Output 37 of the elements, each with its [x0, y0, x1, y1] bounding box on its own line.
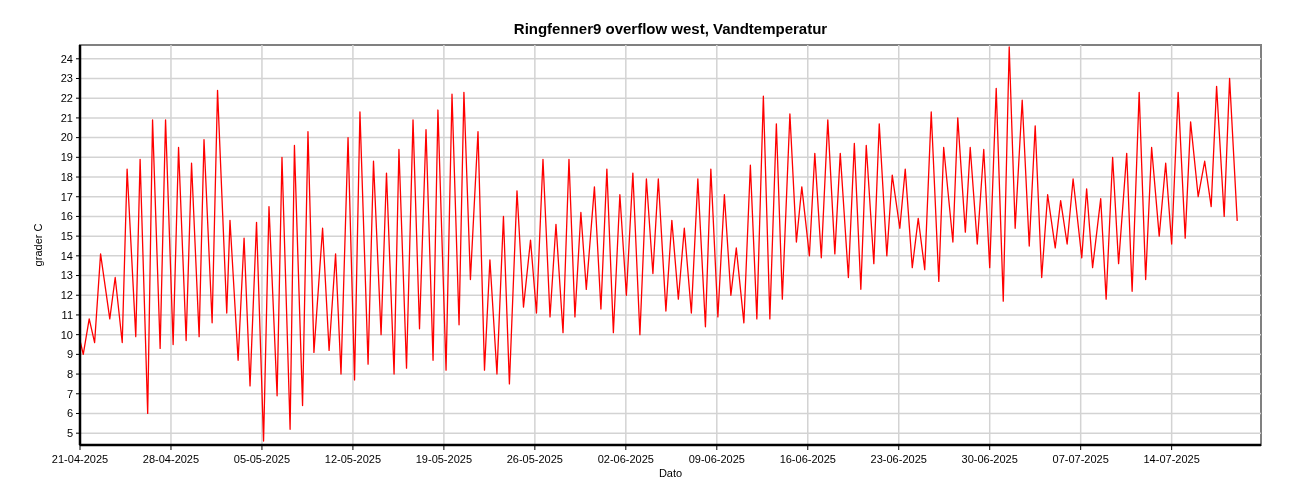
x-tick-label: 05-05-2025	[233, 453, 291, 465]
x-tick-label: 07-07-2025	[1052, 453, 1109, 465]
y-tick-label: 20	[60, 131, 73, 144]
x-tick-label: 30-06-2025	[961, 453, 1018, 465]
y-tick-label: 24	[60, 52, 73, 65]
x-tick-label: 09-06-2025	[688, 453, 745, 465]
y-tick-label: 6	[66, 407, 73, 420]
y-tick-label: 9	[66, 348, 73, 361]
y-tick-label: 22	[60, 92, 73, 105]
y-tick-label: 21	[60, 111, 73, 124]
y-tick-label: 5	[66, 427, 73, 440]
y-tick-label: 15	[60, 229, 73, 242]
x-tick-label: 19-05-2025	[415, 453, 473, 465]
x-tick-label: 02-06-2025	[597, 453, 654, 465]
x-axis-title: Dato	[658, 467, 683, 479]
x-tick-label: 14-07-2025	[1143, 453, 1200, 465]
y-tick-label: 16	[60, 210, 73, 223]
x-tick-label: 21-04-2025	[51, 453, 109, 465]
y-tick-label: 19	[60, 151, 73, 164]
x-tick-label: 26-05-2025	[506, 453, 563, 465]
chart-title: Ringfenner9 overflow west, Vandtemperatur	[513, 20, 828, 37]
y-tick-label: 18	[60, 170, 73, 183]
y-tick-label: 23	[60, 72, 73, 85]
y-tick-label: 10	[60, 328, 73, 341]
y-tick-label: 8	[66, 367, 73, 380]
x-tick-label: 23-06-2025	[870, 453, 927, 465]
x-tick-label: 12-05-2025	[324, 453, 382, 465]
y-tick-label: 14	[60, 249, 73, 262]
line-series	[79, 46, 1238, 442]
x-tick-label: 16-06-2025	[779, 453, 836, 465]
y-tick-label: 13	[60, 269, 73, 282]
y-tick-label: 17	[60, 190, 73, 203]
y-tick-label: 7	[66, 387, 73, 400]
y-tick-label: 12	[60, 289, 73, 302]
y-tick-label: 11	[61, 308, 73, 321]
x-tick-label: 28-04-2025	[142, 453, 200, 465]
y-axis-title: grader C	[32, 223, 44, 267]
